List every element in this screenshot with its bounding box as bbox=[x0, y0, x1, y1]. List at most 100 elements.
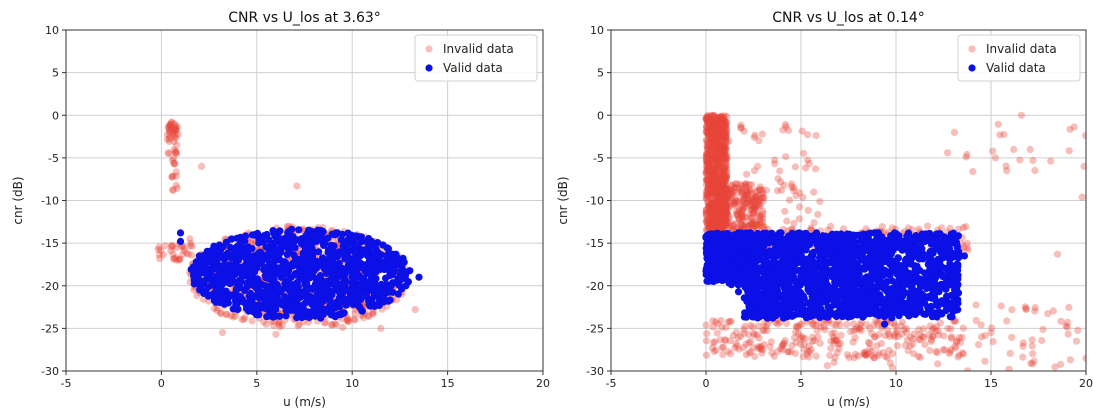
scatter-point bbox=[713, 141, 721, 149]
scatter-point bbox=[1082, 132, 1086, 140]
scatter-point bbox=[712, 273, 720, 281]
scatter-point bbox=[1044, 310, 1052, 318]
scatter-point bbox=[778, 342, 786, 350]
scatter-point bbox=[740, 203, 748, 211]
scatter-point bbox=[720, 215, 728, 223]
scatter-point bbox=[727, 239, 735, 248]
scatter-point bbox=[707, 211, 716, 219]
scatter-point bbox=[704, 184, 713, 192]
scatter-point bbox=[229, 313, 237, 321]
scatter-point bbox=[747, 195, 755, 203]
scatter-point bbox=[715, 149, 723, 157]
scatter-point bbox=[885, 330, 893, 338]
scatter-point bbox=[275, 320, 283, 328]
scatter-point bbox=[702, 123, 711, 131]
scatter-point bbox=[718, 208, 726, 216]
scatter-point bbox=[946, 348, 955, 356]
scatter-point bbox=[708, 206, 716, 214]
scatter-point bbox=[704, 151, 712, 159]
scatter-point bbox=[702, 153, 710, 161]
scatter-point bbox=[704, 191, 712, 199]
scatter-point bbox=[316, 259, 324, 267]
scatter-point bbox=[736, 204, 744, 213]
scatter-point bbox=[722, 209, 730, 217]
scatter-point bbox=[718, 205, 726, 213]
scatter-point bbox=[962, 153, 970, 161]
scatter-point bbox=[716, 204, 724, 212]
scatter-point bbox=[720, 196, 728, 204]
scatter-point bbox=[169, 172, 177, 180]
scatter-point bbox=[964, 367, 972, 371]
scatter-point bbox=[718, 209, 726, 217]
scatter-point bbox=[733, 342, 741, 350]
scatter-point bbox=[287, 306, 295, 314]
scatter-point bbox=[725, 212, 733, 221]
scatter-point bbox=[302, 275, 310, 283]
scatter-point bbox=[805, 160, 813, 168]
scatter-point bbox=[711, 134, 719, 142]
scatter-point bbox=[733, 184, 741, 192]
scatter-point bbox=[304, 308, 312, 316]
scatter-point bbox=[737, 124, 745, 132]
scatter-point bbox=[719, 150, 727, 158]
scatter-point bbox=[710, 168, 718, 177]
scatter-point bbox=[817, 323, 825, 331]
scatter-point bbox=[721, 127, 730, 135]
scatter-point bbox=[953, 337, 961, 345]
scatter-point bbox=[721, 137, 729, 145]
scatter-point bbox=[748, 220, 756, 228]
scatter-point bbox=[723, 127, 731, 135]
scatter-point bbox=[707, 173, 716, 181]
scatter-point bbox=[748, 181, 756, 189]
scatter-point bbox=[723, 201, 731, 209]
scatter-point bbox=[714, 202, 722, 210]
scatter-point bbox=[716, 125, 724, 133]
scatter-point bbox=[718, 186, 726, 194]
scatter-point bbox=[888, 364, 896, 371]
scatter-point bbox=[717, 144, 725, 152]
scatter-point bbox=[188, 242, 196, 250]
scatter-point bbox=[702, 190, 710, 199]
scatter-point bbox=[315, 277, 323, 285]
scatter-point bbox=[705, 152, 714, 160]
scatter-point bbox=[774, 320, 782, 328]
scatter-point bbox=[718, 223, 726, 231]
scatter-point bbox=[717, 176, 725, 184]
scatter-point bbox=[320, 265, 329, 273]
scatter-point bbox=[754, 344, 762, 352]
scatter-point bbox=[709, 171, 717, 179]
scatter-point bbox=[364, 281, 372, 289]
scatter-point bbox=[717, 224, 725, 232]
scatter-point bbox=[791, 163, 800, 171]
scatter-point bbox=[704, 222, 712, 230]
scatter-point bbox=[717, 142, 725, 150]
scatter-point bbox=[171, 125, 179, 133]
scatter-point bbox=[220, 300, 228, 308]
scatter-point bbox=[172, 172, 180, 180]
scatter-point bbox=[721, 122, 729, 130]
scatter-point bbox=[712, 132, 720, 140]
scatter-point bbox=[709, 173, 717, 181]
scatter-point bbox=[709, 143, 717, 151]
scatter-point bbox=[722, 183, 730, 191]
scatter-point bbox=[933, 349, 941, 357]
scatter-point bbox=[776, 167, 784, 175]
scatter-point bbox=[737, 187, 745, 195]
scatter-point bbox=[179, 250, 187, 258]
scatter-point bbox=[712, 152, 720, 160]
scatter-point bbox=[714, 121, 723, 129]
scatter-point bbox=[704, 166, 712, 174]
scatter-point bbox=[831, 336, 840, 344]
legend-box bbox=[414, 34, 538, 82]
scatter-point bbox=[706, 204, 714, 212]
scatter-point bbox=[722, 195, 730, 203]
scatter-point bbox=[710, 221, 718, 229]
scatter-point bbox=[717, 187, 725, 196]
scatter-point bbox=[707, 220, 715, 228]
scatter-point bbox=[720, 122, 728, 130]
scatter-point bbox=[720, 117, 729, 126]
scatter-point bbox=[233, 297, 241, 305]
scatter-point bbox=[377, 298, 385, 306]
scatter-point bbox=[713, 145, 722, 153]
scatter-point bbox=[718, 193, 726, 201]
